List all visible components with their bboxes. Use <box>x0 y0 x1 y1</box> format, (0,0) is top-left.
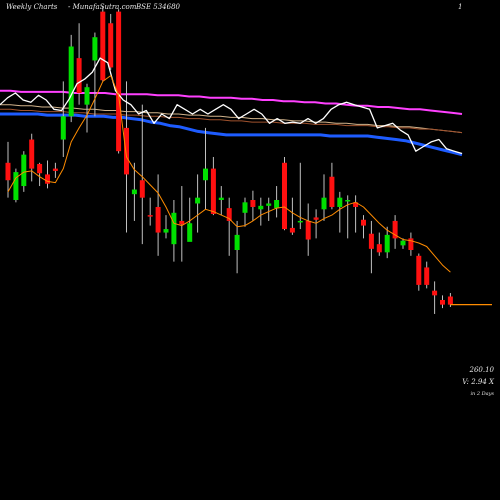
candle-body <box>5 162 11 181</box>
candle-body <box>329 176 335 207</box>
candle-body <box>400 240 406 246</box>
candle-body <box>45 174 50 184</box>
candle-body <box>37 163 43 174</box>
candle-body <box>171 212 177 245</box>
candle-body <box>313 217 319 220</box>
candle-body <box>345 200 351 202</box>
candle-body <box>447 296 453 305</box>
candle-body <box>179 220 185 225</box>
candle-body <box>424 267 430 285</box>
source-label: - MunafaSutra.com <box>68 3 137 11</box>
candle-body <box>305 220 311 240</box>
candle-body <box>321 197 327 210</box>
short-ma-line <box>7 75 451 273</box>
chart-period-label: Weekly Charts <box>6 3 58 11</box>
candle-bodies <box>5 11 453 305</box>
stock-code-label: BSE 534680 <box>136 3 180 11</box>
candle-body <box>76 58 82 94</box>
candle-body <box>108 23 114 68</box>
candle-body <box>116 11 122 152</box>
candle-body <box>203 168 208 181</box>
candle-body <box>297 220 303 223</box>
candle-body <box>84 87 90 105</box>
candle-body <box>226 208 232 221</box>
ma-blue-line <box>0 112 463 157</box>
candle-body <box>432 290 438 296</box>
ma-brown-line <box>0 108 463 134</box>
candle-body <box>124 127 129 175</box>
candle-body <box>21 154 27 187</box>
candle-body <box>384 234 390 253</box>
page-number-label: 1 <box>458 3 463 11</box>
change-label: V: 2.94 X <box>462 378 494 386</box>
candle-body <box>139 180 145 198</box>
candle-body <box>52 168 58 171</box>
candle-body <box>250 200 256 207</box>
candle-body <box>376 244 382 253</box>
indicator-lines <box>0 57 492 306</box>
candle-body <box>392 220 398 239</box>
candle-body <box>337 197 343 207</box>
candle-body <box>187 223 193 242</box>
candle-body <box>258 205 264 210</box>
candle-body <box>361 219 366 226</box>
candle-body <box>155 206 161 233</box>
candle-body <box>60 116 66 140</box>
candle-body <box>210 168 216 214</box>
candle-body <box>408 238 414 250</box>
candle-body <box>274 200 280 209</box>
candle-body <box>92 37 98 61</box>
candle-body <box>163 229 169 233</box>
candle-body <box>147 215 153 217</box>
candle-body <box>242 202 248 213</box>
candle-body <box>131 189 137 195</box>
candle-body <box>100 11 106 81</box>
candle-body <box>368 233 374 249</box>
candle-body <box>218 197 224 200</box>
days-label: in 2 Days <box>470 391 494 397</box>
candle-body <box>289 227 295 233</box>
price-line <box>0 57 463 155</box>
candle-body <box>353 202 359 207</box>
candle-body <box>195 197 201 204</box>
candle-body <box>416 255 422 285</box>
candle-body <box>266 203 272 206</box>
last-price-label: 260.10 <box>469 366 495 374</box>
candle-body <box>29 139 35 169</box>
candle-body <box>234 234 240 250</box>
candle-body <box>13 172 19 200</box>
candle-body <box>68 46 74 117</box>
candle-body <box>282 162 287 230</box>
candle-body <box>440 300 445 305</box>
